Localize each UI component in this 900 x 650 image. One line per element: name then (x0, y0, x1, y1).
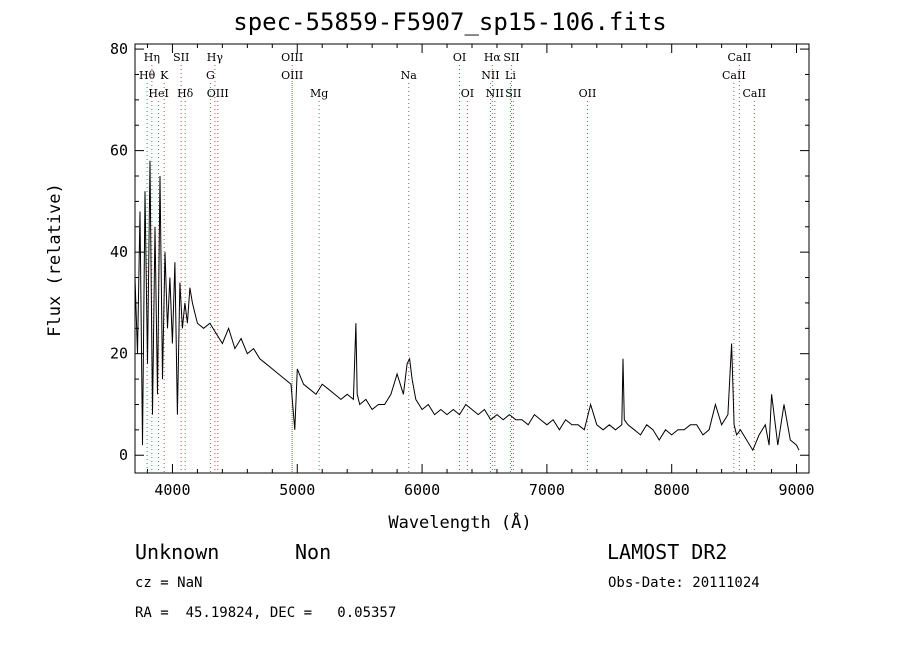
spectral-line-label: Hγ (207, 51, 224, 64)
spectral-line-label: OII (579, 87, 597, 100)
cz-label: cz = NaN (135, 575, 203, 591)
y-tick-label: 80 (110, 40, 128, 58)
spectrum-line (134, 160, 800, 452)
spectral-line-label: OI (453, 51, 466, 64)
y-tick-label: 0 (119, 446, 128, 464)
x-tick-label: 6000 (404, 481, 440, 499)
x-tick-label: 9000 (778, 481, 814, 499)
spectral-line-label: OIII (281, 69, 303, 82)
x-tick-label: 8000 (654, 481, 690, 499)
spectral-line-label: Li (505, 69, 516, 82)
spectral-line-label: Hδ (177, 87, 194, 100)
spectral-line-label: CaII (722, 69, 746, 82)
spectral-line-label: OI (461, 87, 474, 100)
x-tick-label: 5000 (279, 481, 315, 499)
class-label: Unknown (135, 540, 220, 564)
obs-date-label: Obs-Date: 20111024 (608, 575, 760, 591)
spectral-line-label: G (206, 69, 215, 82)
subclass-label: Non (295, 540, 332, 564)
spectral-line-label: K (160, 69, 169, 82)
y-axis-label: Flux (relative) (45, 183, 65, 337)
x-tick-label: 7000 (529, 481, 565, 499)
x-axis-label: Wavelength (Å) (388, 513, 532, 533)
x-tick-label: 4000 (154, 481, 190, 499)
y-tick-label: 60 (110, 142, 128, 160)
spectral-line-label: SII (173, 51, 189, 64)
spectral-line-label: CaII (728, 51, 752, 64)
spectral-line-label: Hη (144, 51, 160, 64)
spectral-line-label: Na (401, 69, 418, 82)
survey-label: LAMOST DR2 (607, 540, 728, 564)
spectral-line-label: Hα (484, 51, 502, 64)
spectral-line-label: CaII (742, 87, 766, 100)
spectral-line-label: OIII (281, 51, 303, 64)
spectral-line-label: Hθ (139, 69, 156, 82)
spectral-line-label: Mg (310, 87, 328, 100)
spectral-line-label: SII (505, 87, 521, 100)
spectral-line-label: NII (486, 87, 504, 100)
chart-title: spec-55859-F5907_sp15-106.fits (233, 8, 667, 36)
coords-label: RA = 45.19824, DEC = 0.05357 (135, 605, 397, 621)
plot-frame (134, 43, 810, 474)
y-tick-label: 40 (110, 243, 128, 261)
spectral-line-label: NII (481, 69, 499, 82)
spectral-line-label: SII (503, 51, 519, 64)
spectral-line-label: OIII (207, 87, 229, 100)
spectral-line-label: HeI (148, 87, 168, 100)
y-tick-label: 20 (110, 345, 128, 363)
